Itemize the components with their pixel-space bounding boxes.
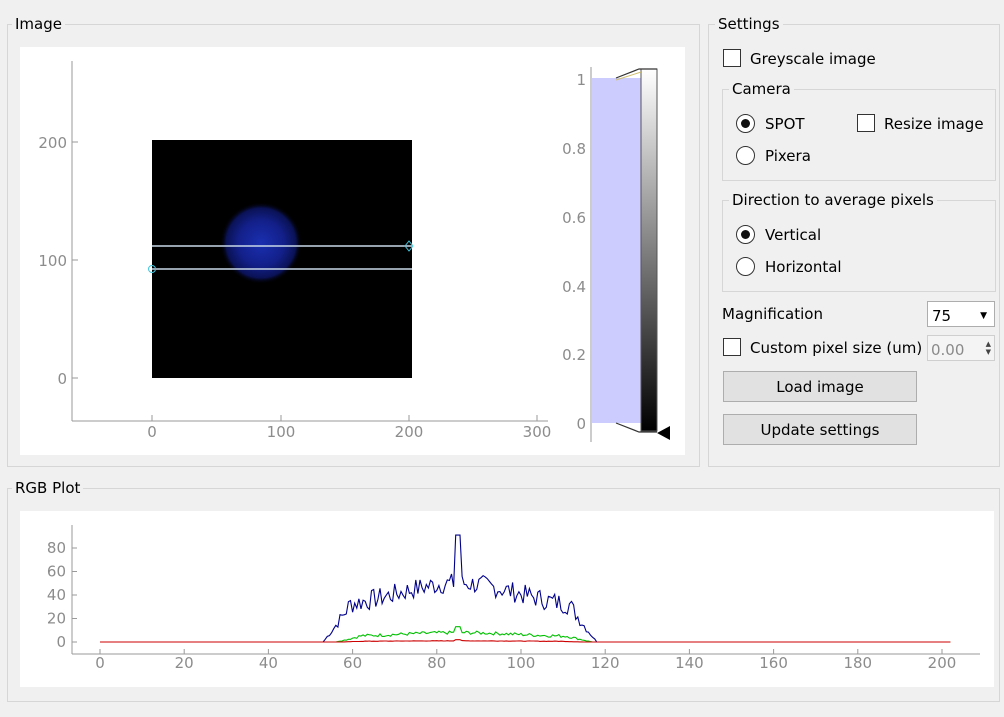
image-x-tick-label: 100 bbox=[267, 423, 296, 441]
gradient-bar[interactable] bbox=[640, 68, 658, 432]
settings-group bbox=[708, 24, 1000, 467]
rgb-y-tick-label: 0 bbox=[56, 633, 66, 651]
rgb-x-tick-label: 20 bbox=[175, 654, 194, 672]
rgb-series-line-2 bbox=[100, 639, 951, 643]
rgb-plot-panel[interactable]: 0 20 40 60 80 100 120 140 160 180 200 80 60 40 20 0 bbox=[20, 511, 994, 687]
load-image-button[interactable]: Load image bbox=[723, 371, 917, 402]
rgb-plot-group-title: RGB Plot bbox=[12, 480, 84, 496]
rgb-x-tick-label: 100 bbox=[507, 654, 536, 672]
magnification-value: 75 bbox=[932, 307, 952, 325]
image-group bbox=[7, 24, 700, 467]
hist-top-link-2 bbox=[615, 71, 642, 81]
hist-tick-label: 0 bbox=[576, 415, 586, 433]
rgb-x-tick-label: 80 bbox=[427, 654, 446, 672]
image-y-tick-label: 0 bbox=[57, 370, 67, 388]
direction-label-horizontal: Horizontal bbox=[765, 258, 842, 276]
image-plot-panel[interactable]: 200 100 0 0 100 200 300 1 0.8 bbox=[20, 47, 685, 455]
image-x-tick-label: 0 bbox=[147, 423, 157, 441]
hist-tick-label: 0.4 bbox=[562, 278, 586, 296]
roi-handle-left[interactable] bbox=[148, 265, 156, 273]
roi-handle-right[interactable] bbox=[404, 240, 414, 252]
camera-label-spot: SPOT bbox=[765, 115, 805, 133]
settings-group-title: Settings bbox=[715, 16, 783, 32]
camera-radio-spot[interactable] bbox=[736, 114, 755, 133]
image-x-tick-label: 300 bbox=[523, 423, 552, 441]
resize-image-checkbox[interactable] bbox=[857, 114, 875, 132]
direction-label-vertical: Vertical bbox=[765, 226, 822, 244]
rgb-x-tick-label: 40 bbox=[259, 654, 278, 672]
chevron-down-icon: ▼ bbox=[980, 311, 987, 321]
camera-group bbox=[722, 89, 996, 181]
gradient-marker-icon[interactable] bbox=[657, 426, 670, 440]
image-group-title: Image bbox=[12, 16, 65, 32]
magnification-select[interactable]: 75 ▼ bbox=[927, 301, 995, 327]
custom-pixel-value: 0.00 bbox=[931, 341, 965, 359]
rgb-x-tick-label: 120 bbox=[591, 654, 620, 672]
resize-image-label: Resize image bbox=[884, 115, 984, 133]
direction-radio-horizontal[interactable] bbox=[736, 257, 755, 276]
direction-group bbox=[722, 200, 996, 292]
rgb-x-tick-label: 160 bbox=[759, 654, 788, 672]
spin-down-icon[interactable]: ▼ bbox=[985, 348, 991, 356]
greyscale-label: Greyscale image bbox=[750, 50, 876, 68]
rgb-y-tick-label: 20 bbox=[47, 610, 66, 628]
magnification-label: Magnification bbox=[722, 305, 823, 323]
custom-pixel-label: Custom pixel size (um) bbox=[750, 339, 923, 357]
hist-tick-label: 0.2 bbox=[562, 346, 586, 364]
hist-level-region[interactable] bbox=[592, 78, 641, 423]
rgb-y-tick-label: 80 bbox=[47, 539, 66, 557]
spin-up-icon[interactable]: ▲ bbox=[985, 340, 991, 348]
image-y-tick-label: 100 bbox=[38, 252, 67, 270]
rgb-x-tick-label: 180 bbox=[843, 654, 872, 672]
image-y-tick-label: 200 bbox=[38, 134, 67, 152]
rgb-y-tick-label: 60 bbox=[47, 563, 66, 581]
beam-spot bbox=[220, 202, 302, 284]
rgb-plot-group bbox=[7, 488, 1000, 702]
custom-pixel-size-spinbox[interactable]: 0.00 ▲ ▼ bbox=[927, 335, 995, 361]
rgb-y-tick-label: 40 bbox=[47, 586, 66, 604]
hist-tick-label: 0.6 bbox=[562, 209, 586, 227]
update-settings-button[interactable]: Update settings bbox=[723, 414, 917, 445]
image-y-ticks bbox=[72, 141, 78, 379]
camera-radio-pixera[interactable] bbox=[736, 146, 755, 165]
custom-pixel-checkbox[interactable] bbox=[723, 338, 741, 356]
rgb-x-tick-label: 60 bbox=[343, 654, 362, 672]
hist-tick-label: 1 bbox=[576, 71, 586, 89]
camera-group-title: Camera bbox=[729, 81, 794, 97]
direction-group-title: Direction to average pixels bbox=[729, 192, 937, 208]
hist-bottom-link bbox=[615, 422, 657, 433]
rgb-series-line-1 bbox=[100, 626, 951, 643]
image-x-tick-label: 200 bbox=[395, 423, 424, 441]
rgb-series-line-0 bbox=[100, 534, 951, 643]
rgb-x-tick-label: 200 bbox=[928, 654, 957, 672]
rgb-x-tick-label: 140 bbox=[675, 654, 704, 672]
direction-radio-vertical[interactable] bbox=[736, 225, 755, 244]
hist-tick-label: 0.8 bbox=[562, 140, 586, 158]
rgb-x-tick-label: 0 bbox=[95, 654, 105, 672]
greyscale-checkbox[interactable] bbox=[723, 49, 741, 67]
image-x-ticks bbox=[151, 415, 538, 421]
hist-top-link bbox=[615, 68, 657, 79]
camera-label-pixera: Pixera bbox=[765, 147, 811, 165]
